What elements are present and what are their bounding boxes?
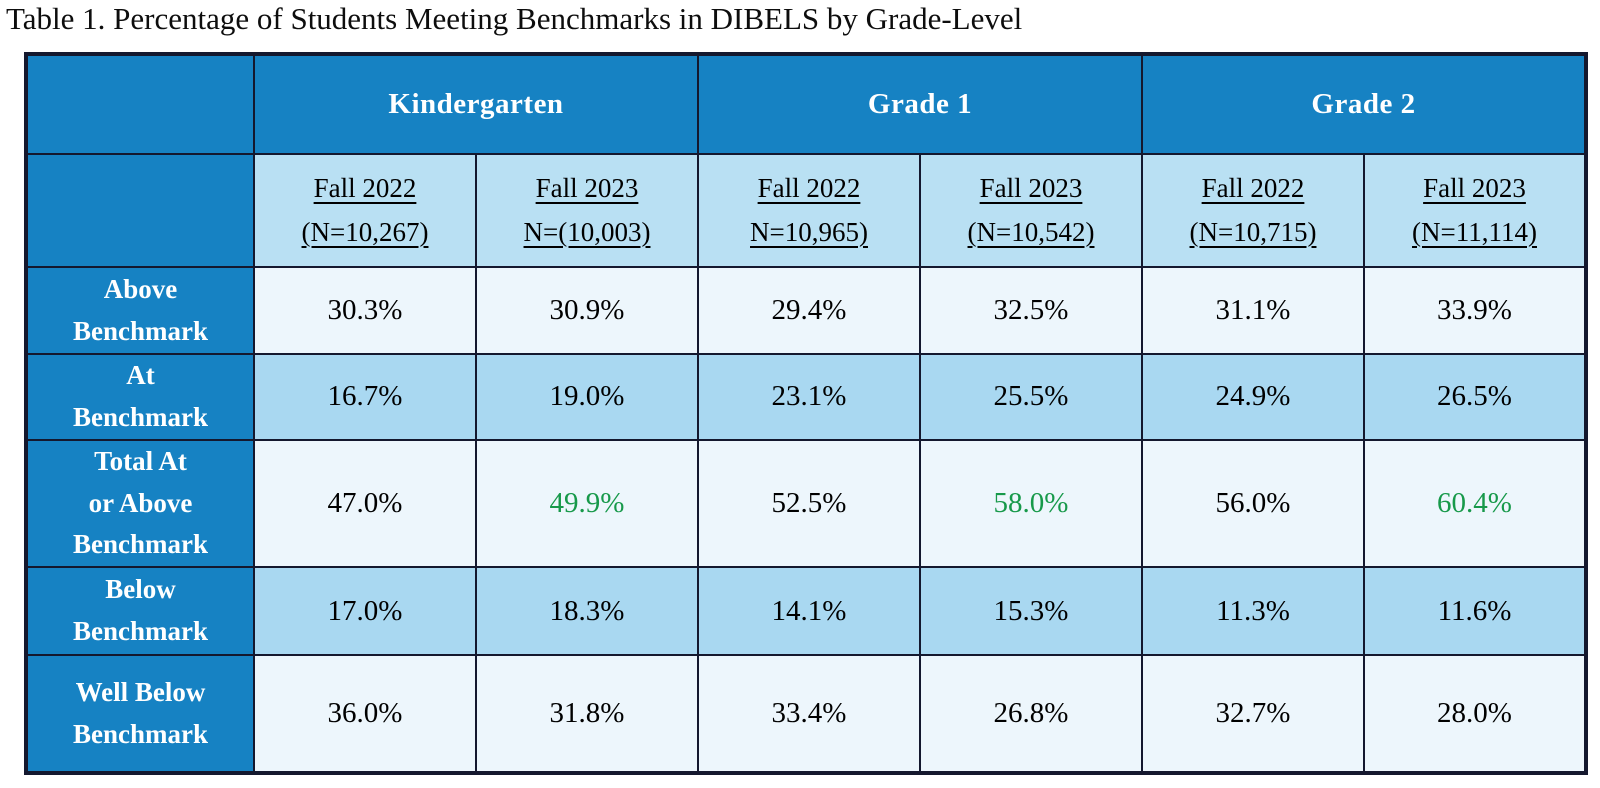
n-count: N=(10,003) [523, 216, 651, 247]
row-label-total-at-or-above-benchmark: Total At or Above Benchmark [25, 438, 255, 569]
data-cell: 17.0% [253, 566, 477, 657]
data-cell: 31.8% [475, 654, 699, 775]
data-cell: 31.1% [1141, 266, 1365, 355]
data-cell: 14.1% [697, 566, 921, 657]
data-cell: 33.4% [697, 654, 921, 775]
data-cell: 49.9% [475, 438, 699, 569]
corner-cell-top [25, 53, 255, 155]
data-cell: 36.0% [253, 654, 477, 775]
data-cell: 32.7% [1141, 654, 1365, 775]
data-cell: 60.4% [1363, 438, 1587, 569]
table-row: At Benchmark 16.7% 19.0% 23.1% 25.5% 24.… [25, 353, 1587, 441]
corner-cell-seasons [25, 153, 255, 268]
data-cell: 26.5% [1363, 353, 1587, 441]
data-cell: 58.0% [919, 438, 1143, 569]
data-cell: 29.4% [697, 266, 921, 355]
col-header-g2-fall-2023: Fall 2023 (N=11,114) [1363, 153, 1587, 268]
table-row: Below Benchmark 17.0% 18.3% 14.1% 15.3% … [25, 566, 1587, 657]
data-cell: 47.0% [253, 438, 477, 569]
n-count: (N=11,114) [1412, 216, 1537, 247]
col-header-k-fall-2023: Fall 2023 N=(10,003) [475, 153, 699, 268]
n-count: N=10,965) [750, 216, 868, 247]
data-cell: 11.6% [1363, 566, 1587, 657]
data-cell: 11.3% [1141, 566, 1365, 657]
data-cell: 23.1% [697, 353, 921, 441]
row-label-well-below-benchmark: Well Below Benchmark [25, 654, 255, 775]
row-label-at-benchmark: At Benchmark [25, 353, 255, 441]
data-cell: 24.9% [1141, 353, 1365, 441]
col-header-g1-fall-2022: Fall 2022 N=10,965) [697, 153, 921, 268]
season-label: Fall 2023 [535, 172, 639, 203]
data-cell: 52.5% [697, 438, 921, 569]
benchmarks-table: Kindergarten Grade 1 Grade 2 Fall 2022 (… [24, 52, 1588, 776]
data-cell: 56.0% [1141, 438, 1365, 569]
season-label: Fall 2023 [979, 172, 1083, 203]
season-label: Fall 2022 [313, 172, 417, 203]
season-label: Fall 2022 [1201, 172, 1305, 203]
table-row: Total At or Above Benchmark 47.0% 49.9% … [25, 438, 1587, 569]
data-cell: 19.0% [475, 353, 699, 441]
n-count: (N=10,542) [967, 216, 1095, 247]
n-count: (N=10,715) [1189, 216, 1317, 247]
row-label-below-benchmark: Below Benchmark [25, 566, 255, 657]
col-header-g1-fall-2023: Fall 2023 (N=10,542) [919, 153, 1143, 268]
data-cell: 32.5% [919, 266, 1143, 355]
table-row: Well Below Benchmark 36.0% 31.8% 33.4% 2… [25, 654, 1587, 775]
data-cell: 16.7% [253, 353, 477, 441]
n-count: (N=10,267) [301, 216, 429, 247]
data-cell: 18.3% [475, 566, 699, 657]
col-header-g2-fall-2022: Fall 2022 (N=10,715) [1141, 153, 1365, 268]
table-row: Above Benchmark 30.3% 30.9% 29.4% 32.5% … [25, 266, 1587, 355]
data-cell: 25.5% [919, 353, 1143, 441]
data-cell: 26.8% [919, 654, 1143, 775]
data-cell: 30.9% [475, 266, 699, 355]
data-cell: 33.9% [1363, 266, 1587, 355]
row-label-above-benchmark: Above Benchmark [25, 266, 255, 355]
col-header-k-fall-2022: Fall 2022 (N=10,267) [253, 153, 477, 268]
table-title: Table 1. Percentage of Students Meeting … [6, 1, 1023, 36]
data-cell: 28.0% [1363, 654, 1587, 775]
data-cell: 15.3% [919, 566, 1143, 657]
data-cell: 30.3% [253, 266, 477, 355]
grade-header-grade-2: Grade 2 [1141, 53, 1587, 155]
season-label: Fall 2022 [757, 172, 861, 203]
season-label: Fall 2023 [1423, 172, 1526, 203]
grade-header-grade-1: Grade 1 [697, 53, 1143, 155]
grade-header-kindergarten: Kindergarten [253, 53, 699, 155]
